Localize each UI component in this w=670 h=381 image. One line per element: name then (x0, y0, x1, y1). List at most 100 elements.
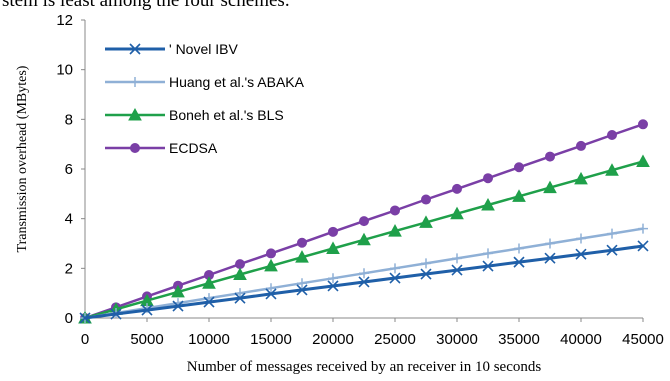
y-tick-label: 2 (65, 260, 73, 277)
series-3 (78, 154, 650, 324)
data-point (388, 224, 402, 237)
legend-item: Huang et al.'s ABAKA (105, 74, 305, 90)
data-point (79, 312, 91, 324)
data-point (420, 268, 432, 280)
data-point (606, 244, 618, 256)
data-point (141, 304, 153, 316)
x-tick-label: 40000 (560, 331, 602, 348)
series-1 (79, 240, 649, 324)
data-point (544, 252, 556, 264)
data-point (266, 283, 276, 294)
data-point (605, 163, 619, 176)
caption-fragment: stem is least among the four schemes. (2, 0, 290, 11)
x-tick-label: 20000 (312, 331, 354, 348)
x-axis-label: Number of messages received by an receiv… (187, 359, 542, 375)
legend-marker (129, 43, 141, 55)
data-point (328, 273, 338, 284)
data-point (637, 240, 649, 252)
data-point (419, 215, 433, 228)
data-point (451, 264, 463, 276)
legend-item: ' Novel IBV (105, 41, 238, 57)
legend-label: ECDSA (169, 140, 218, 156)
data-point (638, 119, 648, 130)
x-tick-label: 45000 (622, 331, 664, 348)
data-point (203, 296, 215, 308)
data-point (543, 180, 557, 194)
data-point (514, 162, 524, 173)
data-point (296, 284, 308, 296)
y-axis-label: Transmission overhead (MBytes) (15, 65, 30, 252)
data-point (358, 276, 370, 288)
series-4 (80, 119, 648, 323)
data-point (638, 223, 648, 234)
data-point (266, 248, 276, 259)
data-point (235, 288, 245, 299)
data-point (359, 216, 369, 227)
data-point (575, 248, 587, 260)
x-tick-label: 25000 (374, 331, 416, 348)
y-tick-label: 6 (65, 161, 73, 178)
data-point (359, 268, 369, 279)
data-point (636, 154, 650, 168)
data-point (202, 276, 216, 289)
y-tick-labels: 0 2 4 6 8 10 12 (56, 12, 73, 327)
legend: ' Novel IBV Huang et al.'s ABAKA Boneh et … (105, 41, 305, 156)
x-tick-label: 10000 (188, 331, 230, 348)
legend-label: Huang et al.'s ABAKA (169, 74, 305, 90)
data-point (512, 189, 526, 202)
data-point (483, 248, 493, 259)
data-point (297, 278, 307, 289)
legend-label: ' Novel IBV (169, 41, 238, 57)
data-point (607, 228, 617, 239)
legend-item: ECDSA (105, 140, 218, 156)
data-point (607, 129, 617, 140)
y-tick-label: 8 (65, 111, 73, 128)
data-point (171, 284, 185, 298)
x-tick-label: 0 (81, 331, 89, 348)
data-point (545, 238, 555, 249)
data-point (357, 232, 371, 246)
data-point (450, 206, 464, 220)
data-point (421, 194, 431, 205)
y-tick-label: 0 (65, 310, 73, 327)
x-tick-labels: 0 5000 10000 15000 20000 25000 30000 35000 40000… (81, 331, 664, 348)
data-point (483, 173, 493, 184)
data-point (576, 233, 586, 244)
data-point (295, 250, 309, 263)
x-tick-label: 5000 (130, 331, 163, 348)
data-point (390, 205, 400, 216)
data-point (172, 300, 184, 312)
data-point (574, 171, 588, 185)
legend-item: Boneh et al.'s BLS (105, 107, 284, 123)
data-point (265, 288, 277, 300)
data-point (482, 260, 494, 272)
data-point (235, 259, 245, 270)
data-point (327, 280, 339, 292)
data-point (514, 243, 524, 254)
data-point (326, 241, 340, 254)
data-point (390, 263, 400, 274)
data-point (576, 140, 586, 151)
data-point (481, 197, 495, 211)
x-tick-label: 15000 (250, 331, 292, 348)
data-point (264, 258, 278, 272)
data-point (234, 292, 246, 304)
series-group (78, 119, 650, 324)
legend-marker (130, 143, 140, 153)
data-point (513, 256, 525, 268)
y-tick-label: 10 (56, 62, 73, 79)
legend-label: Boneh et al.'s BLS (169, 107, 284, 123)
data-point (452, 253, 462, 264)
data-point (421, 258, 431, 269)
data-point (328, 226, 338, 237)
legend-marker (128, 107, 142, 121)
legend-marker (130, 77, 140, 87)
y-tick-label: 12 (56, 12, 73, 29)
data-point (389, 272, 401, 284)
data-point (233, 267, 247, 281)
data-point (452, 183, 462, 194)
x-tick-label: 35000 (498, 331, 540, 348)
data-point (110, 308, 122, 320)
data-point (297, 237, 307, 248)
